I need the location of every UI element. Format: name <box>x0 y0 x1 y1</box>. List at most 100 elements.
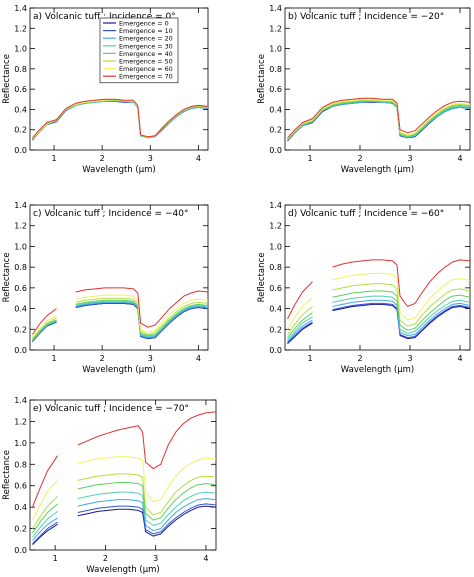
x-tick-label: 3 <box>148 154 153 163</box>
series-line <box>287 303 471 345</box>
y-tick-label: 1.2 <box>269 24 282 33</box>
plot-frame <box>29 399 217 551</box>
x-tick-label: 2 <box>100 354 105 363</box>
legend-label: Emergence = 0 <box>119 20 169 28</box>
series-line <box>287 290 471 338</box>
series-line <box>32 100 209 141</box>
y-tick-label: 0.2 <box>14 325 27 334</box>
x-axis-label: Wavelength (µm) <box>82 165 155 175</box>
series-line <box>32 491 217 538</box>
plot-frame <box>284 204 471 351</box>
y-tick-label: 0.2 <box>14 525 27 534</box>
x-tick-label: 3 <box>407 354 412 363</box>
plot-frame <box>29 204 209 351</box>
y-tick-label: 0.0 <box>14 146 27 155</box>
y-tick-label: 0.8 <box>14 263 27 272</box>
series-line <box>287 299 471 343</box>
x-axis-label: Wavelength (µm) <box>82 365 155 375</box>
series-line <box>32 302 209 343</box>
y-tick-label: 1.4 <box>269 201 282 210</box>
series-line <box>31 287 209 335</box>
panel-c: 1 2 3 4 0.0 0.2 0.4 0.6 0.8 1.0 1.2 1.4 Wavelength (… <box>2 201 209 375</box>
y-tick-label: 0.8 <box>269 65 282 74</box>
legend-label: Emergence = 40 <box>119 50 173 58</box>
x-tick-label: 4 <box>196 154 201 163</box>
y-axis-label: Reflectance <box>2 54 12 104</box>
y-tick-label: 1.2 <box>269 222 282 231</box>
y-tick-label: 0.4 <box>14 305 27 314</box>
x-tick-label: 1 <box>52 354 57 363</box>
x-tick-label: 1 <box>52 154 57 163</box>
y-tick-label: 0.6 <box>269 85 282 94</box>
y-tick-label: 1.0 <box>269 242 282 251</box>
y-tick-label: 0.4 <box>14 105 27 114</box>
y-tick-label: 1.2 <box>14 222 27 231</box>
y-tick-label: 0.2 <box>14 126 27 135</box>
y-tick-label: 0.2 <box>269 126 282 135</box>
x-tick-label: 4 <box>203 554 208 563</box>
x-tick-label: 2 <box>103 554 108 563</box>
x-tick-label: 3 <box>407 154 412 163</box>
y-tick-label: 1.4 <box>14 4 27 13</box>
panel-title: c) Volcanic tuff ; Incidence = −40° <box>33 209 188 219</box>
y-tick-label: 0.0 <box>269 346 282 355</box>
panel-title: e) Volcanic tuff ; Incidence = −70° <box>33 404 189 414</box>
series-line <box>32 100 209 141</box>
series-line <box>287 99 471 140</box>
y-tick-label: 0.6 <box>14 284 27 293</box>
legend-label: Emergence = 70 <box>119 73 173 81</box>
series-line <box>287 283 471 335</box>
panel-title: a) Volcanic tuff ; Incidence = 0° <box>33 12 176 22</box>
panel-a: 1 2 3 4 0.0 0.2 0.4 0.6 0.8 1.0 1.2 1.4 Wavelength (… <box>2 4 209 175</box>
panel-title: b) Volcanic tuff ; Incidence = −20° <box>288 12 444 22</box>
plot-frame <box>284 7 471 151</box>
x-tick-label: 1 <box>307 154 312 163</box>
panel-b: 1 2 3 4 0.0 0.2 0.4 0.6 0.8 1.0 1.2 1.4 Wavelength (… <box>257 4 471 175</box>
x-axis-label: Wavelength (µm) <box>86 565 159 575</box>
series-line <box>287 101 471 142</box>
y-tick-label: 0.8 <box>269 263 282 272</box>
y-tick-label: 0.8 <box>14 65 27 74</box>
y-tick-label: 0.4 <box>269 305 282 314</box>
y-tick-label: 1.4 <box>14 396 27 405</box>
series-line <box>32 299 209 340</box>
y-tick-label: 1.4 <box>269 4 282 13</box>
y-tick-label: 0.6 <box>14 85 27 94</box>
series-line <box>32 456 217 521</box>
legend-label: Emergence = 20 <box>119 35 173 43</box>
y-axis-label: Reflectance <box>257 54 267 104</box>
x-tick-label: 1 <box>53 554 58 563</box>
x-tick-label: 2 <box>357 154 362 163</box>
y-tick-label: 0.6 <box>14 482 27 491</box>
panel-d: 1 2 3 4 0.0 0.2 0.4 0.6 0.8 1.0 1.2 1.4 Wavelength (… <box>257 201 471 375</box>
y-tick-label: 0.4 <box>269 105 282 114</box>
x-tick-label: 3 <box>148 354 153 363</box>
x-tick-label: 4 <box>196 354 201 363</box>
series-line <box>32 482 217 534</box>
legend-label: Emergence = 50 <box>119 58 173 66</box>
series-line <box>32 100 209 140</box>
series-line <box>32 505 217 545</box>
series-line <box>32 294 209 338</box>
y-tick-label: 0.0 <box>269 146 282 155</box>
y-tick-label: 1.0 <box>14 45 27 54</box>
y-tick-label: 1.0 <box>14 439 27 448</box>
panel-title: d) Volcanic tuff ; Incidence = −60° <box>288 209 444 219</box>
legend-label: Emergence = 10 <box>119 27 173 35</box>
x-axis-label: Wavelength (µm) <box>341 365 414 375</box>
x-tick-label: 4 <box>457 354 462 363</box>
series-line <box>32 297 209 339</box>
series-line <box>32 98 209 139</box>
series-line <box>287 100 471 141</box>
series-line <box>32 302 209 343</box>
legend-box <box>99 17 179 84</box>
y-tick-label: 0.8 <box>14 460 27 469</box>
y-tick-label: 1.2 <box>14 417 27 426</box>
y-tick-label: 0.0 <box>14 546 27 555</box>
y-tick-label: 1.0 <box>14 242 27 251</box>
series-line <box>32 473 217 529</box>
x-tick-label: 2 <box>357 354 362 363</box>
series-line <box>32 411 217 508</box>
x-tick-label: 1 <box>307 354 312 363</box>
